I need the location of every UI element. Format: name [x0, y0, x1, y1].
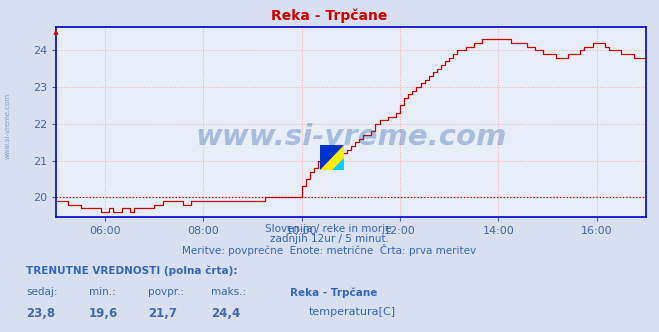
Text: 24,4: 24,4: [211, 307, 240, 320]
Text: zadnjih 12ur / 5 minut.: zadnjih 12ur / 5 minut.: [270, 234, 389, 244]
Text: 19,6: 19,6: [89, 307, 118, 320]
Polygon shape: [320, 145, 344, 170]
Text: sedaj:: sedaj:: [26, 287, 58, 297]
Text: maks.:: maks.:: [211, 287, 246, 297]
Text: Reka - Trpčane: Reka - Trpčane: [290, 287, 378, 298]
Text: www.si-vreme.com: www.si-vreme.com: [195, 123, 507, 151]
Text: 21,7: 21,7: [148, 307, 177, 320]
Text: povpr.:: povpr.:: [148, 287, 185, 297]
Text: min.:: min.:: [89, 287, 116, 297]
Text: temperatura[C]: temperatura[C]: [308, 307, 395, 317]
Text: TRENUTNE VREDNOSTI (polna črta):: TRENUTNE VREDNOSTI (polna črta):: [26, 266, 238, 276]
Text: Meritve: povprečne  Enote: metrične  Črta: prva meritev: Meritve: povprečne Enote: metrične Črta:…: [183, 244, 476, 256]
Text: Slovenija / reke in morje.: Slovenija / reke in morje.: [264, 224, 395, 234]
Text: 23,8: 23,8: [26, 307, 55, 320]
Text: Reka - Trpčane: Reka - Trpčane: [272, 8, 387, 23]
Polygon shape: [332, 158, 344, 170]
Polygon shape: [320, 145, 344, 170]
Text: www.si-vreme.com: www.si-vreme.com: [5, 93, 11, 159]
